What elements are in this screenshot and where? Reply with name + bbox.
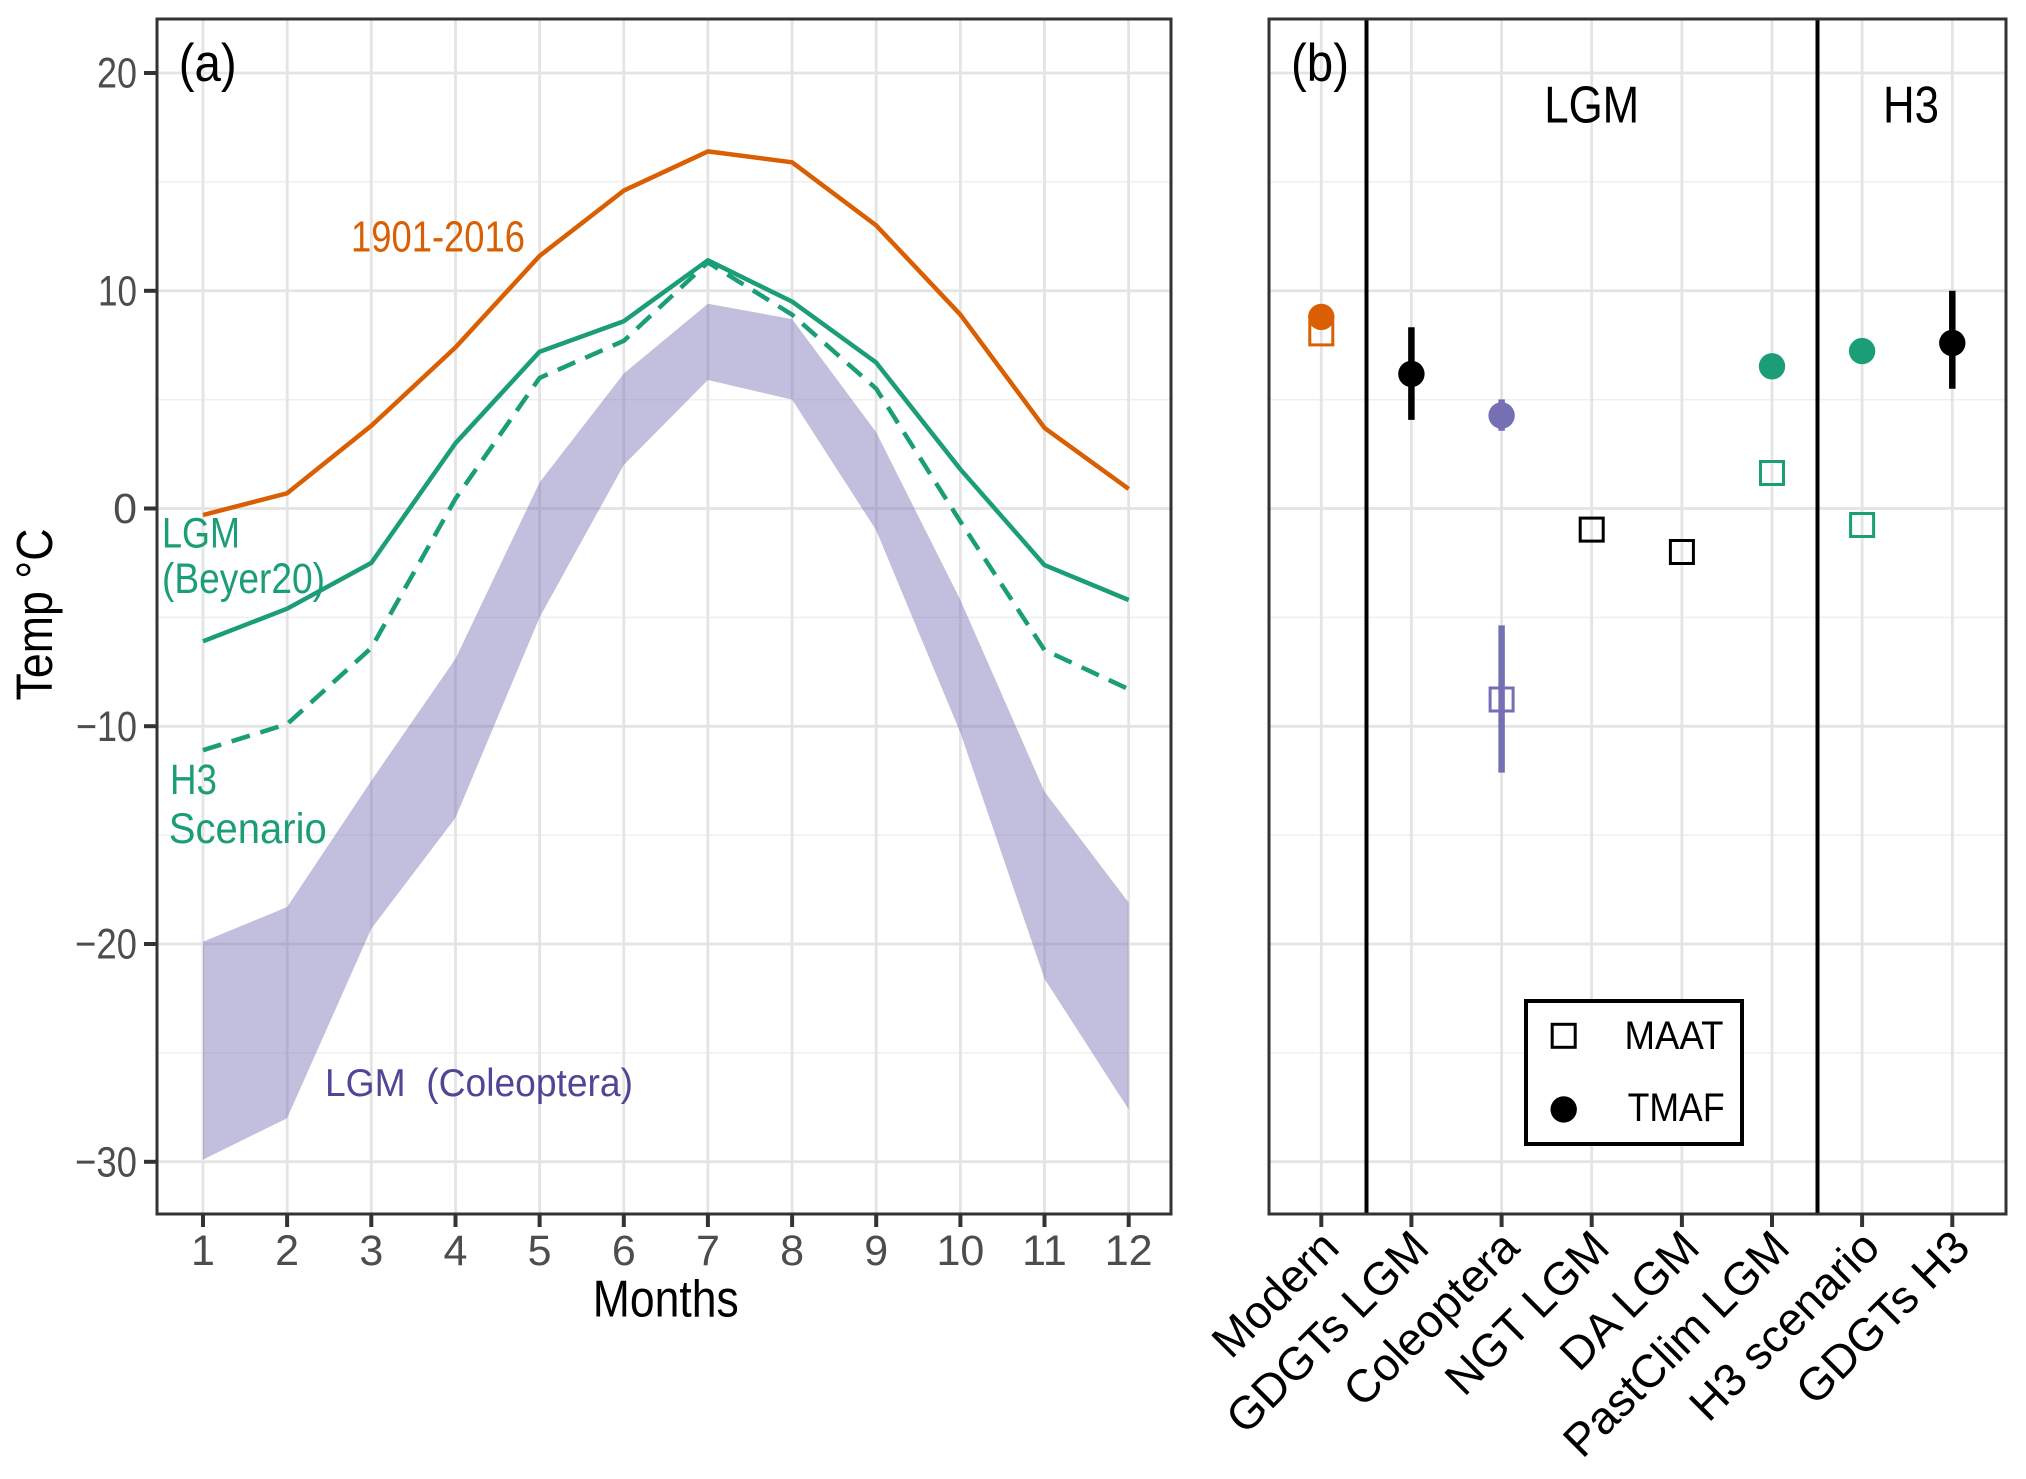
svg-text:(a): (a): [179, 34, 237, 93]
svg-text:−10: −10: [76, 703, 137, 751]
svg-text:LGM: LGM: [162, 510, 240, 558]
svg-text:20: 20: [97, 50, 137, 98]
svg-text:0: 0: [113, 485, 137, 533]
svg-text:4: 4: [444, 1227, 468, 1275]
svg-text:H3: H3: [1883, 75, 1939, 133]
svg-text:1901-2016: 1901-2016: [351, 213, 525, 262]
svg-text:Scenario: Scenario: [169, 805, 327, 853]
svg-text:5: 5: [528, 1227, 552, 1275]
svg-text:7: 7: [696, 1227, 720, 1275]
svg-text:LGM (Coleoptera): LGM (Coleoptera): [325, 1062, 633, 1105]
svg-text:MAAT: MAAT: [1625, 1014, 1724, 1058]
svg-text:LGM: LGM: [1544, 75, 1639, 133]
svg-text:(b): (b): [1291, 34, 1349, 93]
svg-text:TMAF: TMAF: [1628, 1086, 1725, 1130]
svg-text:(Beyer20): (Beyer20): [162, 555, 325, 603]
svg-text:8: 8: [780, 1227, 804, 1275]
svg-text:−30: −30: [75, 1139, 137, 1187]
svg-text:12: 12: [1105, 1227, 1153, 1275]
svg-text:2: 2: [275, 1227, 299, 1275]
svg-text:6: 6: [612, 1227, 636, 1275]
svg-text:−20: −20: [75, 921, 137, 969]
svg-text:10: 10: [98, 267, 137, 315]
svg-text:Months: Months: [593, 1270, 739, 1328]
svg-text:3: 3: [359, 1227, 383, 1275]
svg-text:Temp °C: Temp °C: [6, 529, 63, 701]
svg-text:1: 1: [191, 1227, 215, 1275]
svg-text:11: 11: [1022, 1227, 1067, 1275]
svg-text:10: 10: [936, 1227, 984, 1275]
svg-text:H3: H3: [170, 756, 217, 804]
svg-text:9: 9: [864, 1227, 888, 1275]
